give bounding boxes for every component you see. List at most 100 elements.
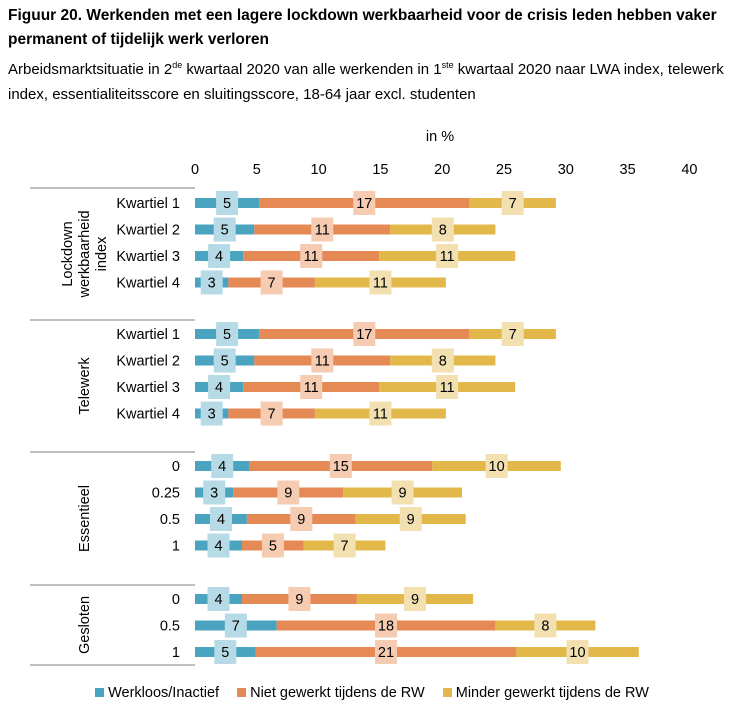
data-label-bg-minder-gewerkt — [566, 640, 589, 664]
category-label: Kwartiel 2 — [116, 354, 180, 370]
x-tick-label: 0 — [191, 162, 199, 178]
x-tick-label: 10 — [311, 162, 327, 178]
data-label-bg-werkloos — [214, 640, 237, 664]
data-label-bg-werkloos — [210, 507, 232, 531]
data-label-bg-werkloos — [213, 348, 236, 373]
data-label-minder-gewerkt: 7 — [509, 196, 517, 212]
data-label-minder-gewerkt: 8 — [439, 223, 447, 239]
category-label: Kwartiel 3 — [116, 380, 180, 396]
legend-swatch-niet-gewerkt — [237, 688, 247, 697]
legend-item-niet-gewerkt: Niet gewerkt tijdens de RW — [237, 685, 425, 701]
legend-swatch-minder-gewerkt — [442, 688, 452, 697]
data-label-werkloos: 4 — [215, 380, 223, 396]
data-label-werkloos: 5 — [223, 327, 231, 343]
legend-label-werkloos: Werkloos/Inactief — [108, 685, 220, 701]
data-label-bg-minder-gewerkt — [333, 533, 356, 558]
x-tick-label: 15 — [372, 162, 388, 178]
data-label-bg-niet-gewerkt — [353, 191, 376, 215]
data-label-bg-werkloos — [208, 244, 231, 268]
data-label-niet-gewerkt: 17 — [356, 327, 372, 343]
data-label-bg-niet-gewerkt — [288, 587, 311, 611]
x-tick-label: 20 — [434, 162, 450, 178]
data-label-niet-gewerkt: 11 — [304, 249, 319, 265]
data-label-werkloos: 7 — [232, 619, 240, 635]
data-label-niet-gewerkt: 7 — [268, 407, 276, 423]
data-label-werkloos: 4 — [214, 592, 222, 608]
group-label: Gesloten — [77, 596, 93, 654]
data-label-bg-minder-gewerkt — [391, 480, 414, 505]
data-label-minder-gewerkt: 11 — [373, 407, 388, 423]
data-label-bg-minder-gewerkt — [436, 244, 459, 268]
chart-legend: Werkloos/Inactief Niet gewerkt tijdens d… — [0, 685, 744, 701]
data-label-bg-minder-gewerkt — [534, 613, 557, 638]
data-label-werkloos: 5 — [221, 645, 229, 661]
data-label-niet-gewerkt: 11 — [304, 380, 319, 396]
data-label-bg-minder-gewerkt — [369, 270, 392, 295]
data-label-niet-gewerkt: 11 — [315, 223, 330, 239]
data-label-werkloos: 4 — [218, 459, 226, 475]
category-label: Kwartiel 4 — [116, 407, 180, 423]
data-label-bg-niet-gewerkt — [311, 217, 334, 242]
data-label-werkloos: 4 — [214, 539, 222, 555]
data-label-bg-niet-gewerkt — [260, 270, 283, 295]
x-tick-label: 40 — [681, 162, 697, 178]
figure-title: Figuur 20. Werkenden met een lagere lock… — [8, 7, 717, 48]
data-label-bg-niet-gewerkt — [300, 375, 323, 399]
data-label-niet-gewerkt: 5 — [269, 539, 277, 555]
group-label: Essentieel — [77, 485, 93, 552]
data-label-bg-minder-gewerkt — [404, 587, 426, 611]
data-label-bg-werkloos — [211, 454, 234, 478]
data-label-niet-gewerkt: 15 — [333, 459, 349, 475]
category-label: Kwartiel 4 — [116, 276, 180, 292]
data-label-bg-niet-gewerkt — [375, 640, 397, 664]
category-label: 1 — [172, 539, 180, 555]
x-tick-label: 35 — [620, 162, 636, 178]
data-label-niet-gewerkt: 21 — [378, 645, 394, 661]
data-label-bg-minder-gewerkt — [399, 507, 422, 531]
data-label-bg-niet-gewerkt — [375, 613, 397, 638]
data-label-bg-minder-gewerkt — [501, 322, 524, 346]
legend-item-minder-gewerkt: Minder gewerkt tijdens de RW — [442, 685, 649, 701]
data-label-bg-minder-gewerkt — [431, 348, 454, 373]
data-label-werkloos: 4 — [215, 249, 223, 265]
data-label-werkloos: 3 — [208, 276, 216, 292]
category-label: Kwartiel 1 — [116, 196, 180, 212]
data-label-bg-niet-gewerkt — [300, 244, 323, 268]
legend-swatch-werkloos — [95, 688, 105, 697]
data-label-niet-gewerkt: 18 — [378, 619, 394, 635]
data-label-minder-gewerkt: 9 — [399, 486, 407, 502]
data-label-minder-gewerkt: 11 — [373, 276, 388, 292]
data-label-bg-niet-gewerkt — [353, 322, 376, 346]
group-label: Lockdownwerkbaarheidindex — [60, 210, 110, 298]
data-label-minder-gewerkt: 9 — [411, 592, 419, 608]
data-label-bg-niet-gewerkt — [277, 480, 300, 505]
category-label: 0 — [172, 459, 180, 475]
legend-label-niet-gewerkt: Niet gewerkt tijdens de RW — [250, 685, 425, 701]
data-label-niet-gewerkt: 9 — [284, 486, 292, 502]
data-label-bg-werkloos — [207, 587, 230, 611]
group-label-line: Telewerk — [77, 357, 93, 415]
x-tick-label: 5 — [253, 162, 261, 178]
group-label-line: Lockdown — [60, 221, 76, 286]
x-tick-label: 30 — [558, 162, 574, 178]
data-label-minder-gewerkt: 11 — [440, 249, 455, 265]
data-label-minder-gewerkt: 11 — [440, 380, 455, 396]
data-label-bg-minder-gewerkt — [369, 401, 392, 426]
data-label-niet-gewerkt: 17 — [356, 196, 372, 212]
data-label-bg-niet-gewerkt — [290, 507, 313, 531]
subtitle-sup-1: de — [172, 60, 183, 70]
data-label-minder-gewerkt: 7 — [509, 327, 517, 343]
category-label: Kwartiel 2 — [116, 223, 180, 239]
subtitle-part-3: kwartaal 2020 naar LWA index, telewerk i… — [8, 61, 724, 103]
x-tick-label: 25 — [496, 162, 512, 178]
data-label-bg-werkloos — [224, 613, 247, 638]
group-label-line: werkbaarheid — [77, 210, 93, 298]
category-label: 0.5 — [160, 512, 180, 528]
subtitle-part-2: kwartaal 2020 van alle werkenden in 1 — [182, 61, 442, 78]
unit-label: in % — [426, 129, 454, 145]
data-label-bg-minder-gewerkt — [431, 217, 454, 242]
data-label-bg-niet-gewerkt — [329, 454, 352, 478]
data-label-niet-gewerkt: 11 — [315, 354, 330, 370]
data-label-minder-gewerkt: 10 — [569, 645, 585, 661]
